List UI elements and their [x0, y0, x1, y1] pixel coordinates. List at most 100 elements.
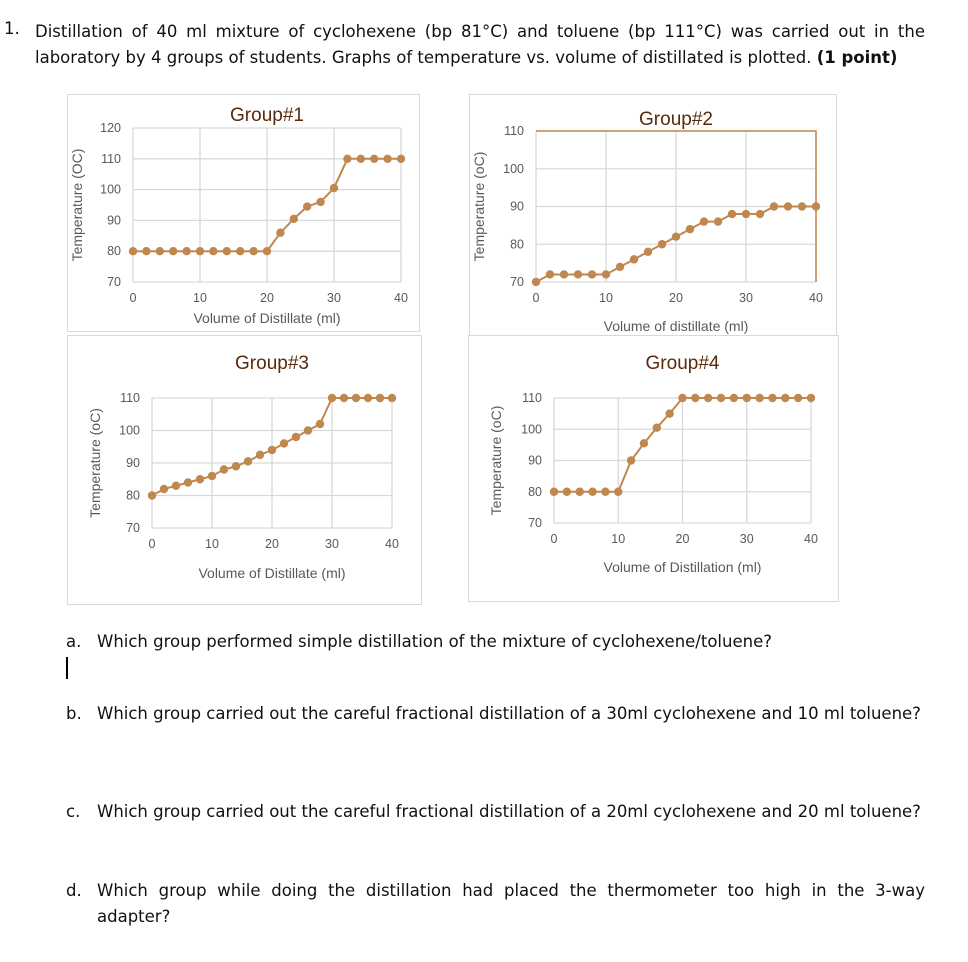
x-tick-label: 30: [325, 537, 339, 551]
y-axis-label: Temperature (OC): [69, 149, 85, 262]
data-point: [276, 228, 285, 237]
sub-question-a-letter: a.: [66, 632, 82, 651]
data-point: [396, 154, 406, 163]
y-tick-label: 90: [107, 213, 121, 227]
y-tick-label: 70: [510, 275, 524, 289]
data-point: [755, 209, 765, 219]
answer-text-cursor[interactable]: [66, 657, 68, 679]
question-points: (1 point): [816, 48, 898, 67]
data-point: [626, 456, 636, 465]
chart-group-1: 70 80 90 100 110 120 0 10 20 30 40 Group#1 Volume of…: [67, 94, 420, 332]
x-tick-label: 40: [394, 291, 408, 305]
chart-svg: 70 80 90 100 110 0 10 20 30 40 Group#3 Volume of Di…: [87, 353, 399, 581]
sub-question-b-letter: b.: [66, 704, 82, 723]
data-point: [559, 270, 569, 279]
sub-question-c-letter: c.: [66, 802, 81, 821]
data-point: [562, 487, 572, 496]
sub-question-d-letter: d.: [66, 881, 82, 900]
data-point: [588, 487, 597, 496]
data-point: [615, 262, 625, 272]
chart-group-2: 70 80 90 100 110 0 10 20 30 40 Group#2 Volume of di…: [469, 94, 837, 338]
x-axis-label: Volume of Distillate (ml): [198, 565, 345, 581]
data-point: [531, 277, 541, 287]
x-tick-label: 10: [611, 532, 625, 546]
data-point: [142, 247, 151, 256]
y-tick-label: 110: [120, 391, 140, 405]
data-point: [351, 393, 361, 403]
data-point: [169, 247, 178, 256]
x-tick-label: 30: [740, 532, 754, 546]
data-point: [370, 154, 379, 163]
chart-group-3: 70 80 90 100 110 0 10 20 30 40 Group#3 Volume of Di…: [67, 335, 422, 605]
data-point: [665, 409, 674, 418]
data-point: [231, 462, 241, 471]
y-tick-label: 110: [522, 391, 542, 405]
data-point: [545, 270, 555, 279]
data-point: [316, 197, 325, 207]
question-text: Distillation of 40 ml mixture of cyclohe…: [35, 19, 925, 71]
data-point: [601, 487, 610, 496]
data-point: [768, 393, 777, 403]
data-point: [783, 202, 793, 211]
data-point: [614, 487, 623, 496]
question-body: Distillation of 40 ml mixture of cyclohe…: [35, 22, 925, 67]
data-point: [601, 270, 611, 279]
data-point: [643, 247, 653, 256]
data-point: [155, 247, 164, 256]
data-point: [741, 209, 751, 219]
x-tick-label: 10: [599, 291, 613, 305]
x-axis-label: Volume of Distillate (ml): [193, 310, 340, 326]
sub-question-d: Which group while doing the distillation…: [97, 881, 925, 926]
data-point: [329, 183, 339, 193]
chart-title: Group#4: [646, 353, 720, 374]
data-point: [678, 393, 687, 403]
data-point: [343, 154, 352, 163]
x-tick-label: 20: [669, 291, 683, 305]
y-tick-label: 100: [503, 162, 524, 176]
y-tick-label: 90: [510, 200, 524, 214]
chart-svg: 70 80 90 100 110 0 10 20 30 40 Group#4 Volume of Di…: [488, 353, 818, 575]
data-point: [769, 202, 779, 211]
data-point: [639, 439, 649, 448]
data-point: [652, 423, 661, 432]
data-point: [671, 232, 681, 241]
data-point: [289, 214, 298, 224]
sub-question-a: Which group performed simple distillatio…: [97, 632, 772, 651]
plot-area-border: [536, 130, 817, 282]
y-axis-label: Temperature (oC): [471, 152, 487, 262]
x-tick-label: 40: [385, 537, 399, 551]
y-tick-label: 70: [107, 275, 121, 289]
y-tick-label: 90: [528, 454, 542, 468]
x-tick-label: 20: [260, 291, 274, 305]
data-point: [704, 393, 713, 403]
data-point: [267, 445, 277, 455]
data-point: [729, 393, 739, 403]
y-tick-label: 80: [510, 237, 524, 251]
y-tick-label: 80: [528, 485, 542, 499]
data-point: [356, 154, 365, 163]
data-point: [363, 393, 373, 403]
chart-title: Group#1: [230, 105, 304, 126]
data-point: [159, 484, 169, 494]
data-point: [219, 465, 229, 474]
y-tick-label: 70: [126, 521, 140, 535]
data-point: [387, 393, 397, 403]
chart-title: Group#2: [639, 109, 713, 130]
data-point: [339, 393, 349, 403]
data-point: [806, 393, 816, 403]
y-tick-label: 90: [126, 456, 140, 470]
x-tick-label: 20: [265, 537, 279, 551]
data-point: [811, 202, 821, 211]
x-tick-label: 10: [193, 291, 207, 305]
data-point: [222, 247, 231, 256]
data-point: [657, 240, 667, 249]
data-point: [742, 393, 751, 403]
data-point: [183, 478, 193, 487]
x-tick-label: 0: [130, 291, 137, 305]
data-point: [575, 487, 584, 496]
y-tick-label: 120: [100, 121, 121, 135]
y-tick-label: 110: [101, 152, 121, 166]
data-point: [249, 247, 258, 256]
data-point: [279, 439, 289, 448]
x-tick-label: 40: [804, 532, 818, 546]
